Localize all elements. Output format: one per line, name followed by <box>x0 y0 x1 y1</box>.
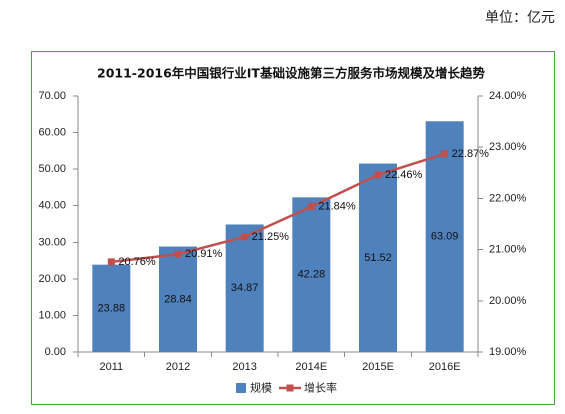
x-tick-label-2013: 2013 <box>232 361 256 373</box>
x-tick-label-2012: 2012 <box>166 361 190 373</box>
y2-tick-label-21: 21.00% <box>489 244 527 256</box>
y-tick-label-70: 70.00 <box>38 90 66 102</box>
bar-label-2012: 28.84 <box>164 293 192 305</box>
x-tick-label-2016e: 2016E <box>429 361 461 373</box>
line-label-2015e: 22.46% <box>385 169 423 181</box>
bar-label-2016e: 63.09 <box>431 231 459 243</box>
bar-2016e <box>425 121 464 352</box>
line-point-2011 <box>107 258 115 266</box>
bar-2015e <box>359 163 397 352</box>
legend-label-growth: 增长率 <box>304 381 337 395</box>
line-point-2012 <box>174 250 182 258</box>
y2-tick-label-22: 22.00% <box>489 192 527 204</box>
y2-tick-label-24: 24.00% <box>489 90 527 102</box>
chart-title: 2011-2016年中国银行业IT基础设施第三方服务市场规模及增长趋势 <box>97 66 485 81</box>
x-tick-label-2014e: 2014E <box>295 361 327 373</box>
line-label-2016e: 22.87% <box>452 148 490 160</box>
legend-swatch-scale <box>236 383 246 393</box>
y-tick-label-20: 20.00 <box>38 273 66 285</box>
bar-label-2015e: 51.52 <box>364 252 392 264</box>
y-tick-label-0: 0.00 <box>45 346 66 358</box>
x-tick-label-2011: 2011 <box>100 361 124 373</box>
legend-label-scale: 规模 <box>250 381 272 395</box>
bar-label-2013: 34.87 <box>231 282 259 294</box>
line-label-2011: 20.76% <box>118 256 156 268</box>
x-tick-label-2015e: 2015E <box>362 361 394 373</box>
y2-tick-label-23: 23.00% <box>489 141 527 153</box>
bar-label-2011: 23.88 <box>98 302 126 314</box>
y-tick-label-30: 30.00 <box>38 236 66 248</box>
bar-2011 <box>92 264 131 352</box>
y-tick-label-40: 40.00 <box>38 200 66 212</box>
bar-2012 <box>159 246 197 352</box>
y-tick-label-60: 60.00 <box>38 127 66 139</box>
bar-label-2014e: 42.28 <box>298 269 326 281</box>
y-tick-label-10: 10.00 <box>38 309 66 321</box>
line-label-2013: 21.25% <box>252 231 290 243</box>
y2-tick-label-19: 19.00% <box>489 346 527 358</box>
line-point-2013 <box>241 233 249 241</box>
line-label-2014e: 21.84% <box>318 201 356 213</box>
unit-note: 单位：亿元 <box>485 10 555 26</box>
bar-2013 <box>225 224 264 352</box>
line-point-2016e <box>441 150 449 158</box>
bar-2014e <box>292 197 331 352</box>
legend-swatch-growth-marker <box>286 384 294 392</box>
line-point-2015e <box>374 171 382 179</box>
plot-area: 0.00 10.00 20.00 30.00 40.00 50.00 60.00 70.00 1… <box>38 90 526 373</box>
y2-tick-label-20: 20.00% <box>489 295 527 307</box>
line-point-2014e <box>307 203 315 211</box>
y-tick-label-50: 50.00 <box>38 163 66 175</box>
line-label-2012: 20.91% <box>185 248 223 260</box>
legend: 规模 增长率 <box>236 381 337 395</box>
growth-rate-line <box>111 152 446 264</box>
